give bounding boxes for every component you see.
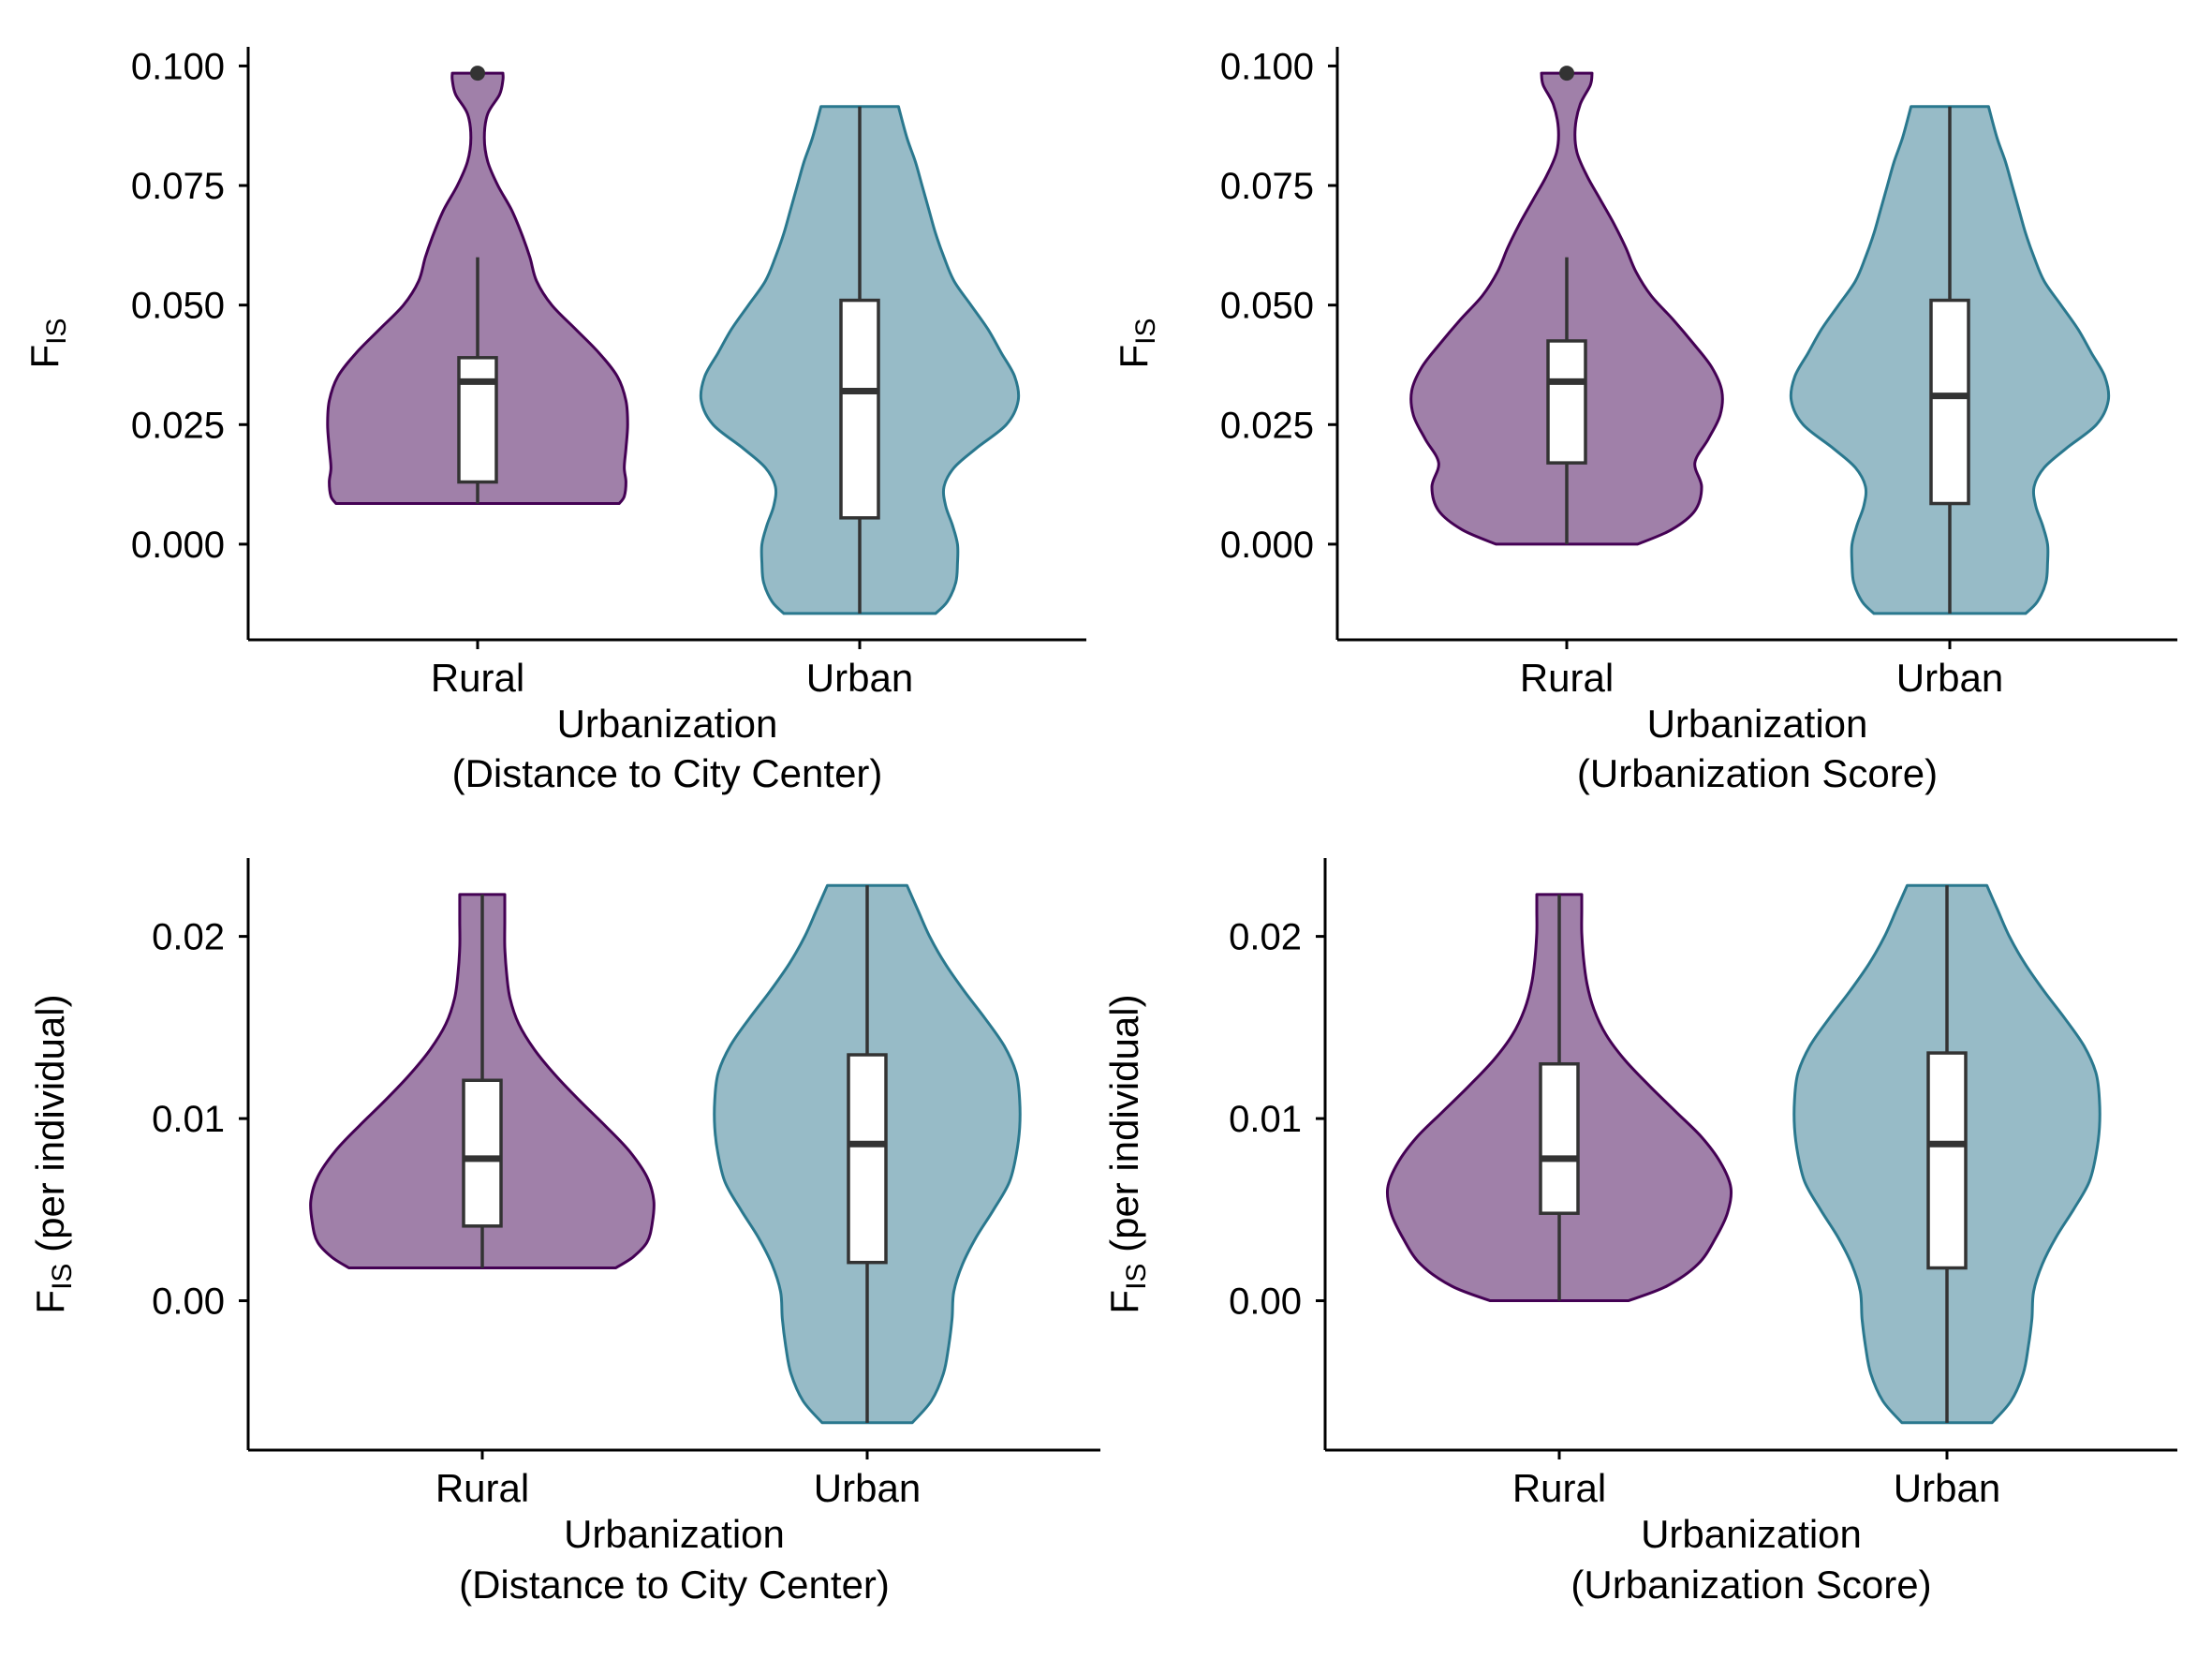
y-tick-label: 0.100: [1220, 46, 1314, 87]
y-tick-label: 0.00: [1229, 1281, 1302, 1323]
x-axis-title: Urbanization: [564, 1512, 785, 1556]
y-axis-title-subscript: IS: [41, 318, 72, 344]
box-urban: [1926, 1051, 1968, 1270]
x-tick-label-rural: Rural: [1512, 1466, 1606, 1510]
chart-panel-1: 0.000 0.025 0.050 0.075 0.100 Rural Urban Urban…: [22, 46, 1086, 795]
y-axis-title-suffix: (per individual): [28, 994, 72, 1263]
y-tick-label: 0.00: [152, 1281, 225, 1323]
y-tick-label: 0.000: [1220, 525, 1314, 566]
y-axis-title-subscript: IS: [47, 1264, 78, 1290]
chart-panel-3: 0.00 0.01 0.02 Rural Urban Urbanization (Dista…: [28, 858, 1100, 1607]
y-tick-label: 0.000: [131, 525, 225, 566]
y-tick-label: 0.100: [131, 46, 225, 87]
y-tick-label: 0.075: [1220, 166, 1314, 207]
y-axis-title-suffix: (per individual): [1102, 994, 1146, 1263]
y-axis-title: FIS: [1112, 318, 1161, 368]
x-tick-label-urban: Urban: [814, 1466, 921, 1510]
x-tick-label-rural: Rural: [431, 656, 524, 700]
y-tick-label: 0.01: [1229, 1099, 1302, 1140]
y-tick-label: 0.050: [1220, 286, 1314, 327]
y-tick-label: 0.025: [1220, 405, 1314, 446]
y-axis-title-main: F: [28, 1290, 72, 1314]
x-tick-label-rural: Rural: [435, 1466, 529, 1510]
box-urban: [839, 298, 880, 520]
y-tick-label: 0.02: [152, 917, 225, 958]
x-tick-label-urban: Urban: [806, 656, 913, 700]
x-axis-title: Urbanization: [557, 702, 778, 746]
box-rural: [457, 356, 498, 484]
chart-panel-4: 0.00 0.01 0.02 Rural Urban Urbanization (Urban…: [1102, 858, 2177, 1607]
y-axis-title: FIS: [22, 318, 72, 368]
y-axis-title-main: F: [22, 345, 66, 369]
y-axis-title-subscript: IS: [1130, 318, 1161, 344]
x-axis-subtitle: (Distance to City Center): [452, 751, 883, 795]
y-axis-title: FIS (per individual): [1102, 994, 1152, 1313]
y-tick-label: 0.050: [131, 286, 225, 327]
x-axis-subtitle: (Urbanization Score): [1577, 751, 1938, 795]
y-tick-label: 0.075: [131, 166, 225, 207]
x-axis-subtitle: (Urbanization Score): [1571, 1563, 1931, 1607]
outlier-point: [470, 66, 485, 81]
y-axis-title-main: F: [1102, 1290, 1146, 1314]
x-tick-label-urban: Urban: [1894, 1466, 2000, 1510]
y-tick-label: 0.01: [152, 1099, 225, 1140]
box-rural: [1539, 1061, 1580, 1215]
y-tick-label: 0.02: [1229, 917, 1302, 958]
x-axis-title: Urbanization: [1641, 1512, 1862, 1556]
x-axis-subtitle: (Distance to City Center): [459, 1563, 890, 1607]
x-axis-title: Urbanization: [1647, 702, 1868, 746]
box-urban: [847, 1053, 888, 1265]
box-rural: [1546, 339, 1587, 465]
chart-panel-2: 0.000 0.025 0.050 0.075 0.100 Rural Urban Urban…: [1112, 46, 2177, 795]
box-rural: [462, 1078, 503, 1228]
x-tick-label-rural: Rural: [1520, 656, 1614, 700]
box-urban: [1929, 298, 1970, 506]
outlier-point: [1559, 66, 1574, 81]
y-axis-title: FIS (per individual): [28, 994, 78, 1313]
y-axis-title-main: F: [1112, 345, 1156, 369]
x-tick-label-urban: Urban: [1896, 656, 2003, 700]
y-axis-title-subscript: IS: [1121, 1264, 1152, 1290]
y-tick-label: 0.025: [131, 405, 225, 446]
